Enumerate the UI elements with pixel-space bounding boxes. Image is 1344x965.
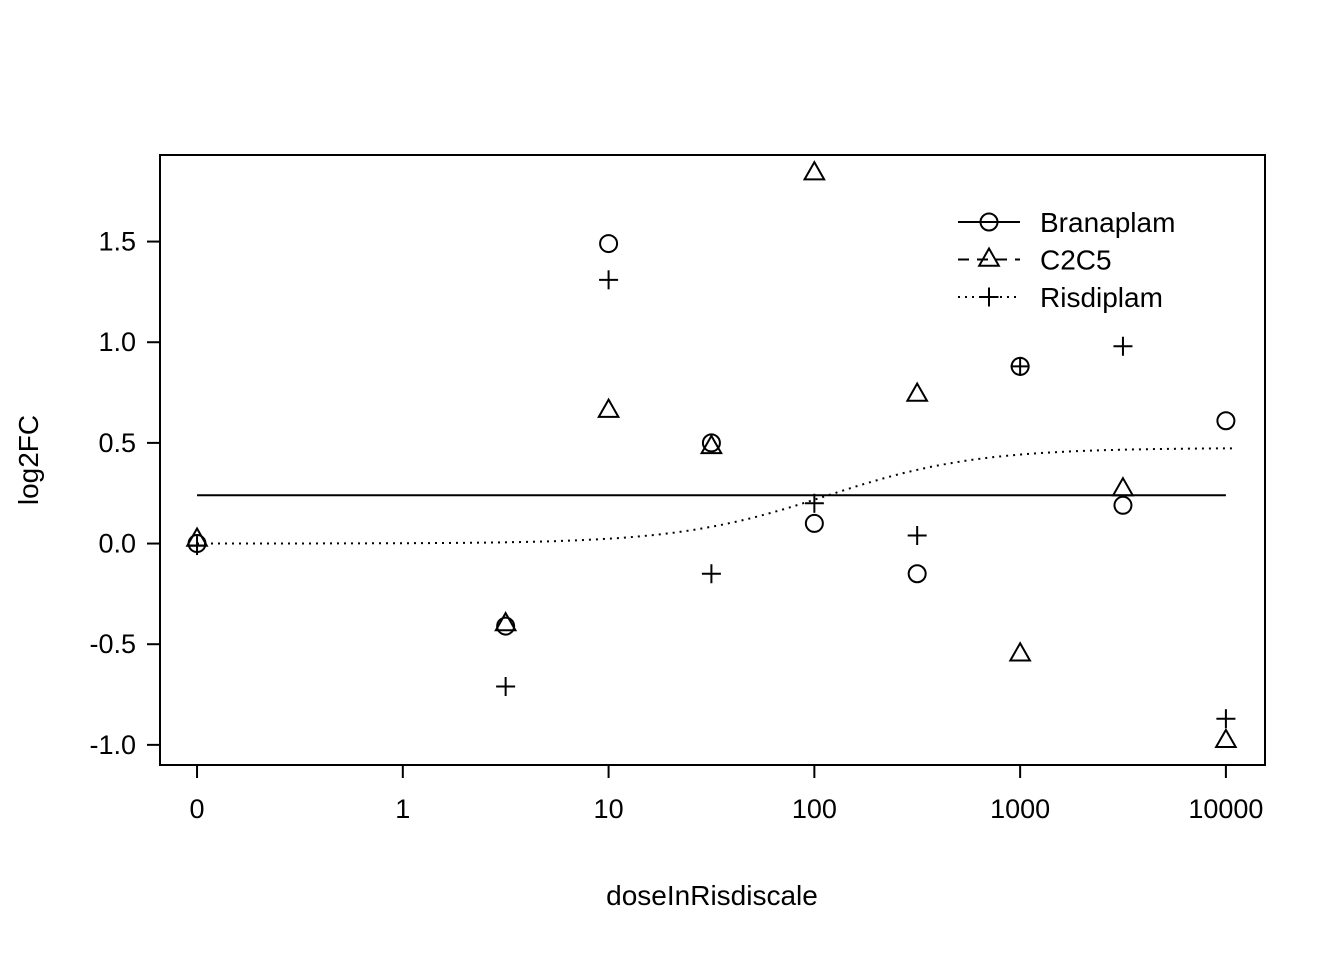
y-tick-label: 1.5 bbox=[98, 227, 136, 257]
legend-entry-c2c5: C2C5 bbox=[958, 245, 1112, 276]
x-tick-label: 1000 bbox=[990, 794, 1050, 824]
x-tick-label: 0 bbox=[190, 794, 205, 824]
x-tick-label: 100 bbox=[792, 794, 837, 824]
circle-marker bbox=[804, 513, 824, 533]
axes-layer: 0 1 10 100 1000 10000 -1.0 -0.5 0.0 0.5 1.0 1.5 bbox=[89, 154, 1266, 824]
legend: Branaplam C2C5 Risdiplam bbox=[958, 207, 1175, 313]
circle-marker bbox=[979, 212, 999, 232]
triangle-marker bbox=[494, 611, 518, 632]
legend-label: Branaplam bbox=[1040, 207, 1175, 238]
plot-box bbox=[159, 154, 1266, 766]
triangle-marker bbox=[905, 381, 929, 402]
y-tick-label: -1.0 bbox=[89, 730, 136, 760]
circle-marker bbox=[496, 616, 516, 636]
legend-entry-risdiplam: Risdiplam bbox=[958, 282, 1163, 313]
y-axis-title: log2FC bbox=[13, 415, 44, 505]
x-tick-label: 1 bbox=[395, 794, 410, 824]
triangle-marker bbox=[597, 397, 621, 418]
y-tick-label: 0.0 bbox=[98, 529, 136, 559]
legend-label: Risdiplam bbox=[1040, 282, 1163, 313]
triangle-marker bbox=[1111, 476, 1135, 497]
triangle-marker bbox=[977, 246, 1001, 267]
y-tick-label: 1.0 bbox=[98, 327, 136, 357]
circle-marker bbox=[907, 564, 927, 584]
fit-curve-risdiplam bbox=[197, 447, 1235, 545]
y-tick-label: 0.5 bbox=[98, 428, 136, 458]
legend-label: C2C5 bbox=[1040, 245, 1112, 276]
legend-entry-branaplam: Branaplam bbox=[958, 207, 1175, 238]
x-tick-label: 10 bbox=[594, 794, 624, 824]
triangle-marker bbox=[1214, 727, 1238, 749]
data-points-layer bbox=[185, 160, 1238, 749]
y-tick-label: -0.5 bbox=[89, 629, 136, 659]
series-risdiplam bbox=[187, 270, 1236, 729]
triangle-marker bbox=[699, 433, 723, 455]
x-tick-label: 10000 bbox=[1188, 794, 1263, 824]
circle-marker bbox=[599, 234, 619, 254]
circle-marker bbox=[1113, 495, 1133, 515]
triangle-marker bbox=[1008, 641, 1032, 662]
fit-curves-layer bbox=[197, 447, 1235, 545]
x-axis-title: doseInRisdiscale bbox=[606, 880, 818, 911]
triangle-marker bbox=[802, 160, 826, 181]
circle-marker bbox=[1216, 411, 1236, 431]
